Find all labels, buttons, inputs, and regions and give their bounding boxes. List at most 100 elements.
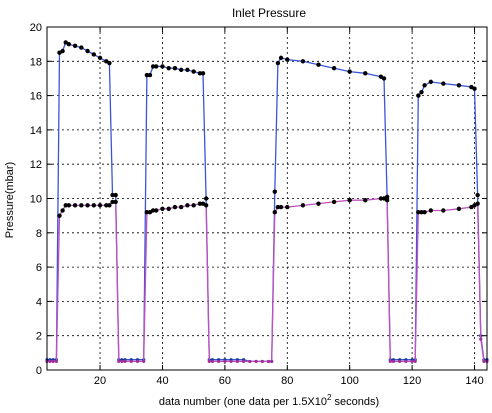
series-1-point xyxy=(316,62,321,67)
series-2-point xyxy=(266,359,271,364)
series-1-point xyxy=(147,72,153,78)
y-tick-label: 2 xyxy=(36,331,42,343)
series-1-point xyxy=(278,55,284,61)
y-tick-label: 6 xyxy=(36,262,42,274)
series-2-point xyxy=(85,203,90,208)
series-2-point xyxy=(142,359,146,364)
x-axis-label-main: data number (one data per 1.5X10 xyxy=(159,396,327,408)
series-1-point xyxy=(428,79,434,85)
y-tick-label: 12 xyxy=(30,159,42,171)
series-2-point xyxy=(413,359,417,364)
y-tick-label: 20 xyxy=(30,22,42,34)
series-2-point xyxy=(241,359,246,364)
series-2-point xyxy=(191,203,196,208)
series-2-point xyxy=(57,213,62,218)
y-tick-label: 16 xyxy=(30,91,42,103)
series-2-point xyxy=(260,359,264,364)
series-1-point xyxy=(97,55,103,61)
series-1-point xyxy=(456,83,462,88)
series-2-point xyxy=(172,204,178,210)
series-2-point xyxy=(91,203,97,208)
x-tick-label: 120 xyxy=(403,375,421,387)
series-2-point xyxy=(248,359,252,364)
series-2-point xyxy=(197,201,203,206)
series-1-point xyxy=(72,43,78,49)
series-2-point xyxy=(229,359,233,364)
series-2-point xyxy=(166,206,171,211)
series-1-point xyxy=(160,64,165,69)
series-1-point xyxy=(475,192,480,198)
series-2-point xyxy=(316,201,321,206)
series-1-point xyxy=(154,64,159,69)
series-2-point xyxy=(331,199,337,205)
x-tick-label: 20 xyxy=(94,375,106,387)
series-2-point xyxy=(123,359,127,364)
y-axis-label: Pressure(mbar) xyxy=(4,162,16,238)
series-1-point xyxy=(191,69,196,74)
series-2-point xyxy=(223,359,227,364)
series-2-point xyxy=(254,359,258,364)
series-2-point xyxy=(120,359,124,364)
series-1-point xyxy=(110,192,115,198)
series-2-point xyxy=(48,359,52,364)
series-1-point xyxy=(144,72,150,78)
x-tick-label: 140 xyxy=(465,375,483,387)
series-2-point xyxy=(113,199,118,205)
series-2-point xyxy=(107,203,112,208)
series-2-point xyxy=(475,201,480,206)
series-2-point xyxy=(63,203,68,208)
y-tick-label: 18 xyxy=(30,56,42,68)
y-tick-label: 14 xyxy=(30,125,42,137)
series-1-point xyxy=(203,196,209,201)
series-2-point xyxy=(207,359,211,364)
series-1-point xyxy=(178,67,184,73)
series-2-point xyxy=(54,359,58,364)
series-2-point xyxy=(278,204,284,210)
series-1-point xyxy=(185,67,190,73)
series-1-point xyxy=(150,64,156,69)
series-1-point xyxy=(272,189,278,194)
series-1-point xyxy=(79,45,84,50)
series-2-point xyxy=(160,206,165,211)
x-tick-label: 80 xyxy=(281,375,293,387)
series-2-point xyxy=(300,203,306,208)
x-axis-label: data number (one data per 1.5X102 second… xyxy=(159,393,379,408)
series-1-point xyxy=(363,71,368,76)
y-tick-label: 10 xyxy=(30,194,42,206)
x-tick-label: 60 xyxy=(219,375,231,387)
series-2-point xyxy=(428,208,434,213)
series-2-point xyxy=(416,210,421,215)
series-1-point xyxy=(285,57,290,62)
series-2-point xyxy=(135,359,140,364)
x-axis-label-suffix: seconds) xyxy=(331,396,379,408)
series-2-point xyxy=(51,359,55,364)
series-2-point xyxy=(150,208,156,213)
series-1-point xyxy=(113,192,118,198)
series-1-point xyxy=(347,69,352,74)
series-1-point xyxy=(60,48,65,54)
series-1-point xyxy=(172,65,178,71)
series-1-point xyxy=(416,93,421,98)
series-2-point xyxy=(422,210,427,215)
series-1-point xyxy=(91,52,97,57)
series-2-point xyxy=(398,359,402,364)
x-axis-label-superscript: 2 xyxy=(327,393,332,402)
series-2-point xyxy=(97,203,103,208)
series-2-point xyxy=(178,204,184,210)
chart-title: Inlet Pressure xyxy=(232,6,306,20)
series-2-point xyxy=(388,359,392,364)
series-2-point xyxy=(363,198,368,203)
series-2-point xyxy=(378,196,384,201)
x-tick-label: 100 xyxy=(341,375,359,387)
series-2-point xyxy=(384,198,390,203)
series-1-point xyxy=(331,65,337,71)
series-1-point xyxy=(275,60,281,66)
series-1-point xyxy=(441,81,446,86)
series-2-point xyxy=(185,203,190,208)
series-1-point xyxy=(66,41,72,47)
series-2-point xyxy=(66,203,72,208)
series-1-point xyxy=(422,83,427,88)
series-2-point xyxy=(203,203,209,208)
series-1-point xyxy=(107,60,112,66)
